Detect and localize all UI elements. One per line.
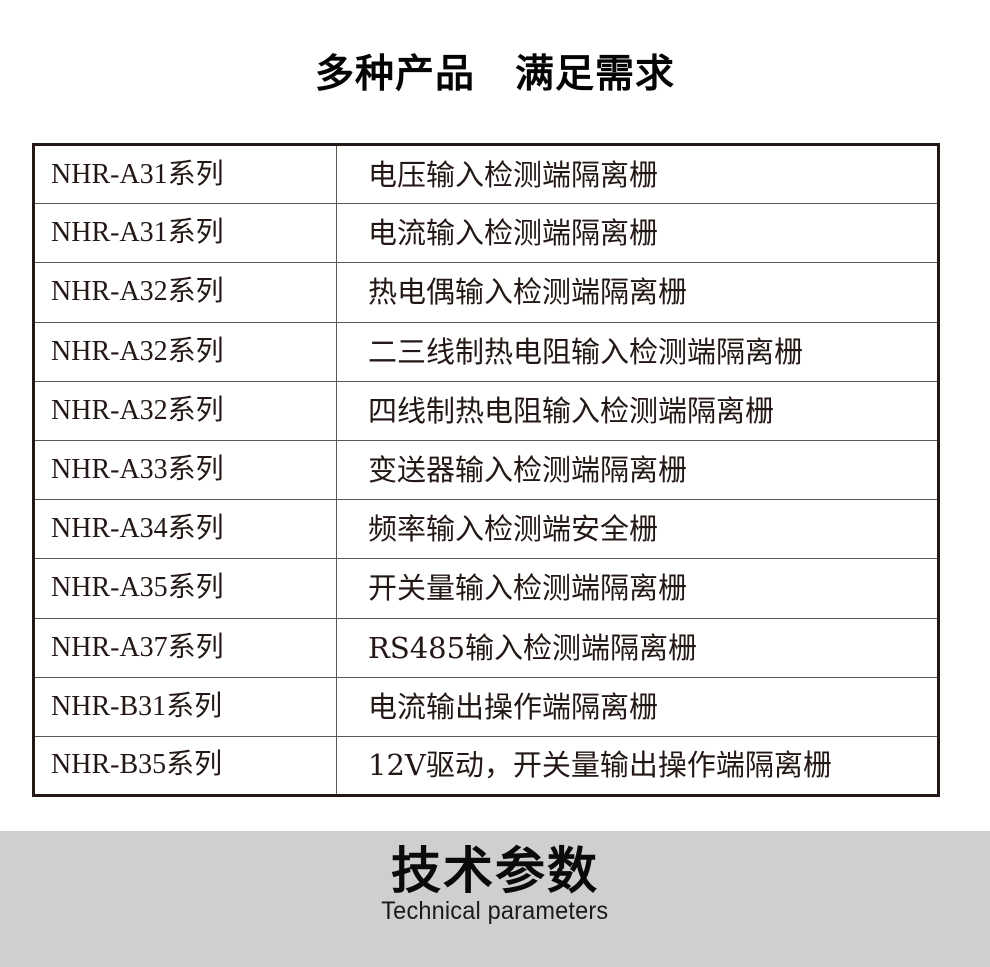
table-row: NHR-A35系列 开关量输入检测端隔离栅 — [33, 558, 939, 619]
description-cell: 12V驱动，开关量输出操作端隔离栅 — [336, 735, 939, 796]
table-row: NHR-A31系列 电流输入检测端隔离栅 — [33, 203, 939, 264]
description-cell: 电流输出操作端隔离栅 — [336, 676, 939, 737]
table-row: NHR-A32系列 热电偶输入检测端隔离栅 — [33, 262, 939, 323]
model-cell: NHR-A37系列 — [33, 617, 337, 678]
model-cell: NHR-A32系列 — [33, 262, 337, 323]
table-row: NHR-A33系列 变送器输入检测端隔离栅 — [33, 439, 939, 501]
model-cell: NHR-A32系列 — [33, 380, 337, 441]
description-cell: 变送器输入检测端隔离栅 — [336, 439, 939, 501]
page-title: 多种产品 满足需求 — [314, 53, 675, 96]
section-banner: 技术参数 Technical parameters — [0, 831, 990, 967]
model-cell: NHR-A34系列 — [33, 499, 337, 560]
description-cell: 开关量输入检测端隔离栅 — [336, 558, 939, 619]
table-row: NHR-B31系列 电流输出操作端隔离栅 — [33, 676, 939, 737]
table-row: NHR-A32系列 四线制热电阻输入检测端隔离栅 — [33, 380, 939, 441]
model-cell: NHR-B31系列 — [33, 676, 337, 737]
section-banner-title-en: Technical parameters — [381, 897, 609, 925]
description-cell: 电压输入检测端隔离栅 — [336, 144, 939, 205]
table-row: NHR-A37系列 RS485输入检测端隔离栅 — [33, 617, 939, 678]
table-row: NHR-A32系列 二三线制热电阻输入检测端隔离栅 — [33, 321, 939, 382]
description-cell: 二三线制热电阻输入检测端隔离栅 — [336, 321, 939, 382]
table-row: NHR-B35系列 12V驱动，开关量输出操作端隔离栅 — [33, 735, 939, 796]
model-cell: NHR-A35系列 — [33, 558, 337, 619]
model-cell: NHR-A31系列 — [33, 203, 337, 264]
description-cell: 四线制热电阻输入检测端隔离栅 — [336, 380, 939, 441]
description-cell: RS485输入检测端隔离栅 — [336, 617, 939, 678]
model-cell: NHR-A31系列 — [33, 144, 337, 205]
model-cell: NHR-B35系列 — [33, 735, 337, 796]
product-table-body: NHR-A31系列 电压输入检测端隔离栅 NHR-A31系列 电流输入检测端隔离… — [33, 144, 939, 796]
description-cell: 热电偶输入检测端隔离栅 — [336, 262, 939, 323]
table-row: NHR-A34系列 频率输入检测端安全栅 — [33, 499, 939, 560]
description-cell: 电流输入检测端隔离栅 — [336, 203, 939, 264]
model-cell: NHR-A32系列 — [33, 321, 337, 382]
model-cell: NHR-A33系列 — [33, 439, 337, 501]
product-model-table: NHR-A31系列 电压输入检测端隔离栅 NHR-A31系列 电流输入检测端隔离… — [32, 143, 940, 798]
section-banner-title-cn: 技术参数 — [391, 843, 599, 899]
description-cell: 频率输入检测端安全栅 — [336, 499, 939, 560]
table-row: NHR-A31系列 电压输入检测端隔离栅 — [33, 144, 939, 205]
